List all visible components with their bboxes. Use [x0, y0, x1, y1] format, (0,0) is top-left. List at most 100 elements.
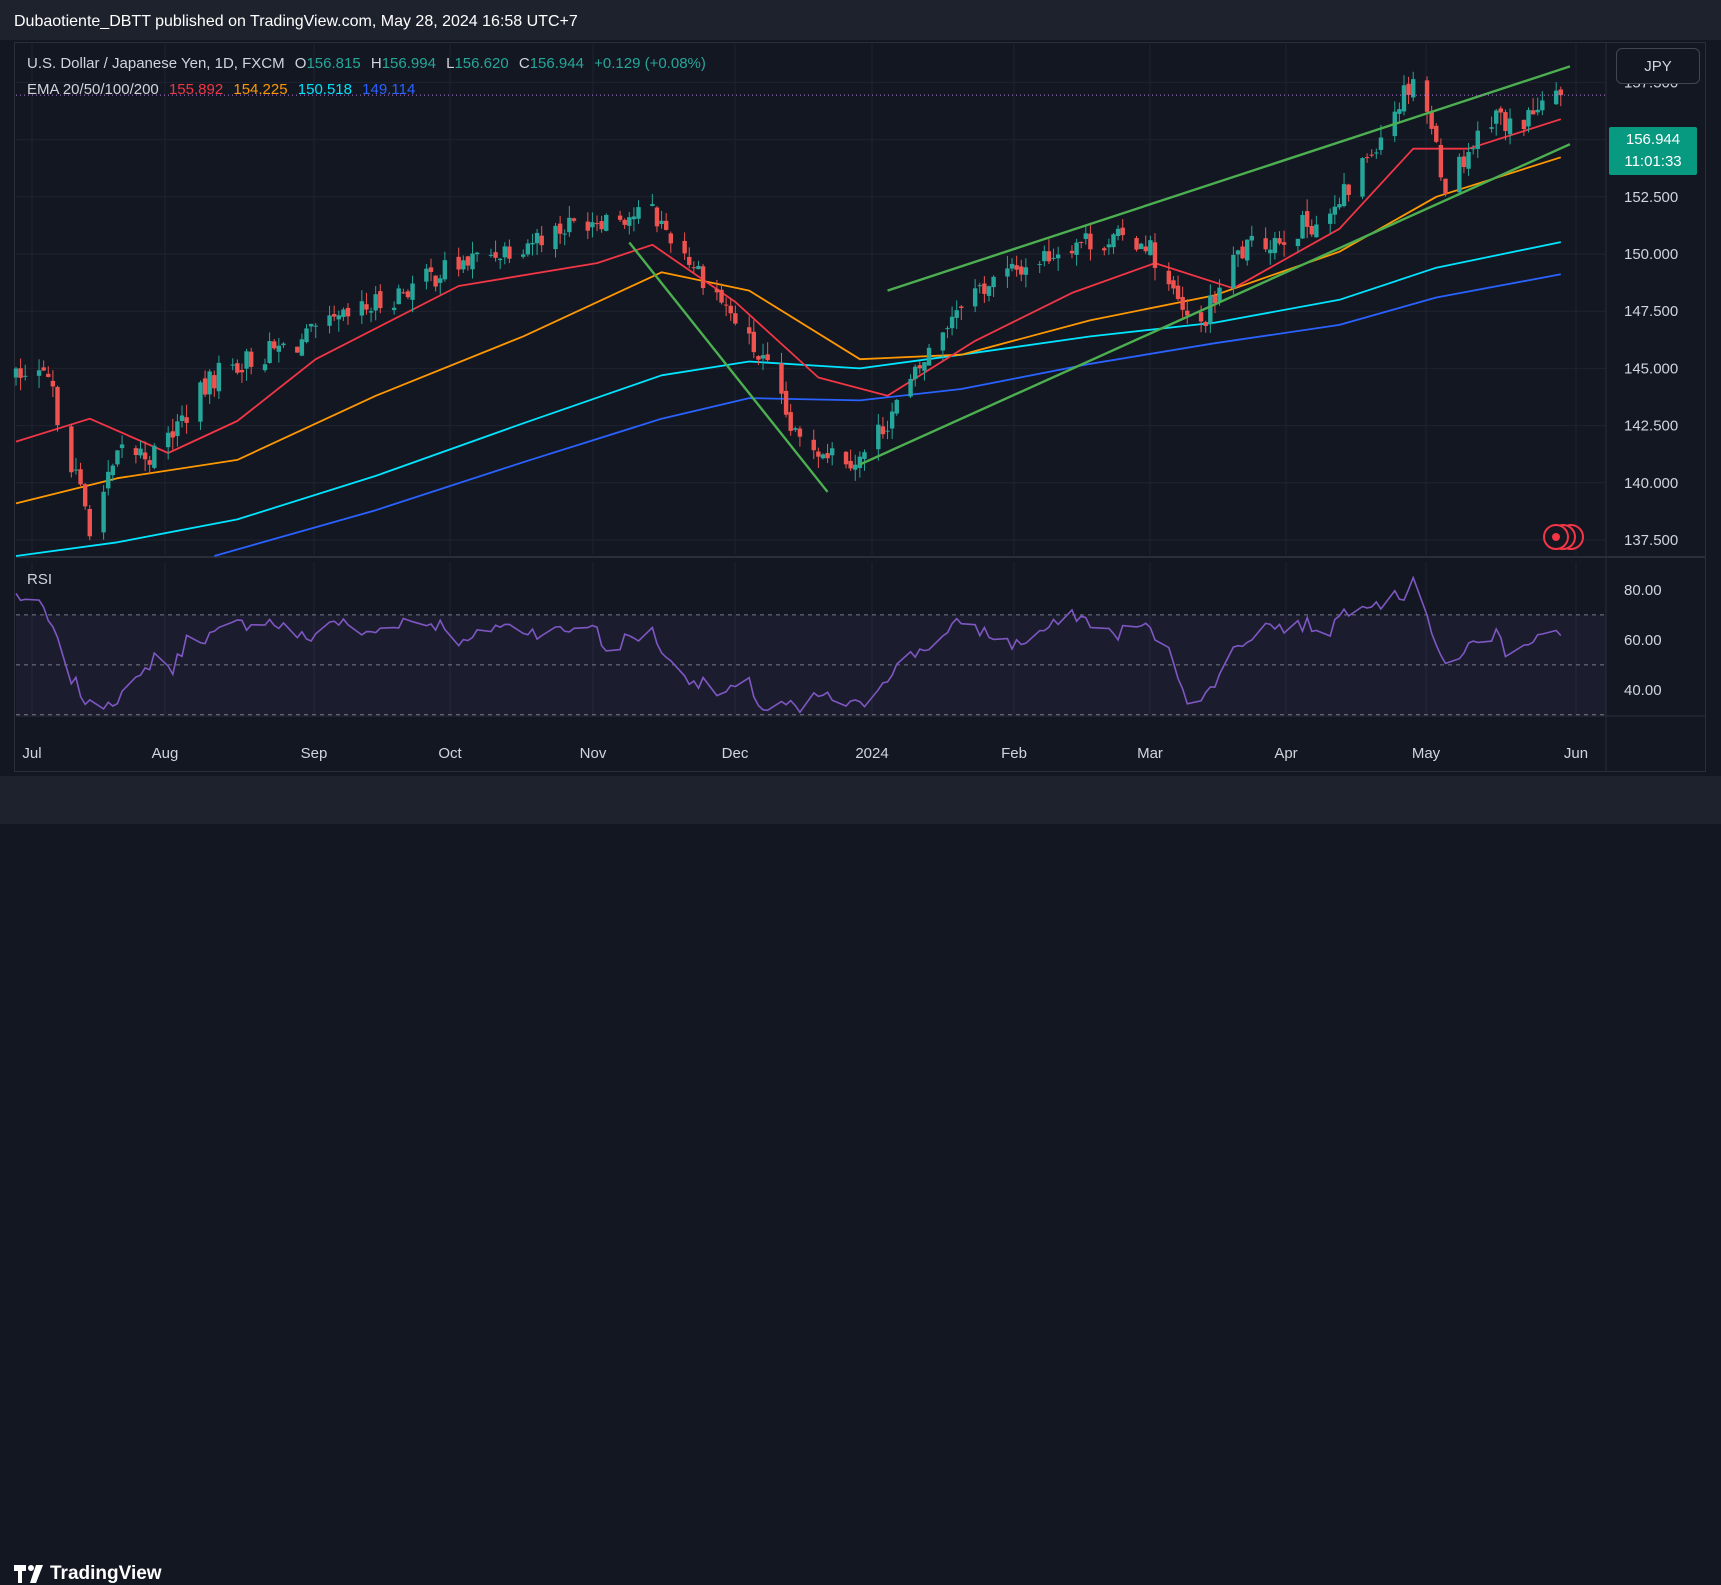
candle-body: [1406, 83, 1411, 95]
candle-body: [1360, 158, 1365, 197]
candle-body: [106, 471, 111, 489]
candle-body: [857, 456, 863, 468]
time-tick-label: Jul: [22, 745, 41, 762]
candle-body: [756, 356, 761, 360]
candle-body: [1083, 233, 1089, 239]
chart-canvas[interactable]: 137.500 140.000 142.500 145.000 147.500 150.0…: [0, 0, 1721, 824]
candle-body: [281, 343, 286, 346]
candle-body: [880, 426, 886, 435]
candle-body: [567, 217, 572, 233]
candle-body: [373, 294, 378, 311]
candle-body: [1295, 238, 1301, 247]
candle-body: [1102, 248, 1107, 251]
candle-body: [1023, 267, 1029, 275]
candle-body: [239, 370, 245, 373]
candle-body: [507, 246, 512, 259]
candle-body: [922, 362, 927, 371]
candle-body: [331, 314, 337, 317]
candle-body: [1489, 127, 1494, 129]
candle-body: [1374, 152, 1379, 154]
candle-body: [1272, 238, 1278, 254]
candle-body: [553, 225, 558, 250]
candle-body: [456, 256, 461, 270]
tradingview-logo-icon: [14, 1565, 43, 1583]
ema200-line: [214, 273, 1561, 557]
price-tick-label: 142.500: [1624, 418, 1678, 435]
candle-body: [848, 460, 853, 469]
candle-body: [1249, 235, 1255, 241]
candle-body: [1088, 233, 1093, 250]
chart-frame[interactable]: [14, 42, 1706, 772]
candle-body: [433, 275, 438, 287]
ohlc-legend: U.S. Dollar / Japanese Yen, 1D, FXCM O15…: [27, 55, 712, 72]
symbol-label[interactable]: U.S. Dollar / Japanese Yen, 1D, FXCM: [27, 55, 285, 72]
candle-body: [917, 365, 923, 369]
candle-body: [788, 412, 793, 431]
candle-body: [604, 214, 609, 231]
candle-body: [1429, 112, 1434, 129]
candle-body: [1120, 227, 1125, 236]
candle-body: [1346, 184, 1351, 195]
candle-body: [465, 256, 471, 266]
low-label: L: [446, 55, 455, 72]
candle-body: [299, 339, 305, 356]
candle-body: [636, 207, 641, 219]
candle-body: [438, 278, 443, 283]
candle-body: [179, 415, 185, 421]
candle-body: [797, 428, 803, 437]
trendline[interactable]: [859, 143, 1571, 466]
candle-body: [1185, 310, 1190, 316]
candle-body: [202, 378, 208, 395]
trendline[interactable]: [887, 65, 1571, 292]
trendline[interactable]: [628, 241, 829, 493]
candle-body: [793, 428, 798, 430]
time-tick-label: Oct: [438, 745, 462, 762]
candle-body: [267, 341, 272, 364]
candle-body: [401, 292, 406, 294]
candle-body: [820, 454, 826, 459]
candle-body: [442, 260, 448, 280]
candle-body: [248, 351, 254, 367]
candle-body: [1461, 156, 1467, 168]
candle-body: [668, 233, 674, 244]
time-tick-label: 2024: [855, 745, 888, 762]
candle-body: [945, 328, 950, 330]
candle-body: [73, 469, 79, 471]
tradingview-logo[interactable]: TradingView: [14, 1563, 162, 1585]
candle-body: [1494, 110, 1499, 124]
candle-body: [1069, 250, 1075, 254]
candle-body: [359, 301, 365, 316]
candle-body: [876, 424, 881, 450]
candle-body: [1051, 257, 1056, 259]
candle-body: [230, 364, 235, 366]
rsi-tick-label: 60.00: [1624, 632, 1662, 649]
candle-body: [585, 221, 590, 231]
ema-label[interactable]: EMA 20/50/100/200: [27, 81, 159, 98]
candle-body: [1148, 240, 1153, 256]
candle-body: [1424, 80, 1430, 112]
candle-body: [1231, 254, 1236, 289]
candle-body: [1498, 108, 1504, 113]
candle-body: [622, 219, 627, 225]
candle-body: [341, 309, 346, 317]
candle-body: [829, 448, 835, 456]
currency-button[interactable]: JPY: [1616, 48, 1700, 84]
candle-body: [1138, 243, 1144, 250]
candle-body: [908, 378, 913, 397]
candle-body: [1397, 109, 1402, 114]
candle-body: [1526, 110, 1531, 127]
candle-body: [982, 283, 987, 294]
candle-body: [1337, 204, 1342, 208]
candle-body: [894, 399, 899, 414]
rsi-title: RSI: [27, 571, 53, 588]
candle-body: [954, 310, 959, 318]
candle-body: [825, 453, 830, 459]
candle-body: [1281, 242, 1287, 245]
candle-body: [82, 484, 88, 507]
candle-body: [557, 223, 563, 234]
candle-body: [327, 315, 332, 326]
candle-body: [1111, 234, 1116, 248]
candle-body: [1443, 178, 1448, 195]
candle-body: [1277, 238, 1282, 244]
candle-body: [1037, 264, 1042, 266]
